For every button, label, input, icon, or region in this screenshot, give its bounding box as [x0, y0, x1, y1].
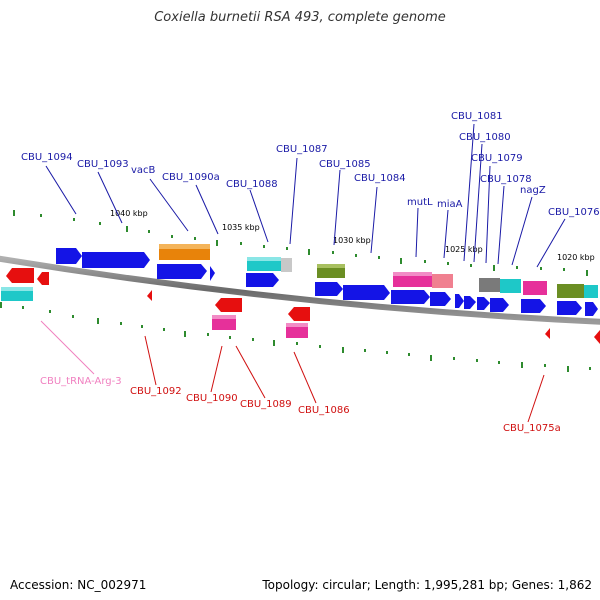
gene-label-trna-arg-3: CBU_tRNA-Arg-3: [40, 376, 122, 387]
accession-text: Accession: NC_002971: [10, 578, 147, 592]
scale-label-1040: 1040 kbp: [110, 209, 148, 218]
gene-label-cbu-1087: CBU_1087: [276, 144, 328, 155]
feature-cbu-1094: [56, 248, 82, 264]
gene-label-cbu-1085: CBU_1085: [319, 159, 371, 170]
gene-label-cbu-1080: CBU_1080: [459, 132, 511, 143]
reverse-leaders: [144, 335, 545, 423]
feature-cbu-1075: [557, 301, 582, 315]
feature-cbu-1091: [157, 264, 207, 279]
gene-label-cbu-1094: CBU_1094: [21, 152, 73, 163]
gene-label-cbu-1089: CBU_1089: [240, 399, 292, 410]
scale-label-1025: 1025 kbp: [445, 245, 483, 254]
genome-summary-text: Topology: circular; Length: 1,995,281 bp…: [262, 578, 592, 592]
feature-cbu-1081a: [430, 292, 451, 306]
feature-cbu-1079: [479, 278, 500, 292]
reverse-features: [1, 268, 600, 344]
feature-nagz: [523, 281, 547, 295]
feature-cbu-1096: [6, 268, 34, 283]
gene-label-cbu-1092: CBU_1092: [130, 386, 182, 397]
gene-label-cbu-1088: CBU_1088: [226, 179, 278, 190]
feature-cbu-1087: [281, 258, 292, 272]
gene-label-mutl: mutL: [407, 197, 433, 208]
feature-miaa: [432, 274, 453, 288]
feature-cbu-1075a: [545, 328, 550, 339]
scale-label-1020: 1020 kbp: [557, 253, 595, 262]
gene-label-nagz: nagZ: [520, 185, 546, 196]
gene-label-miaa: miaA: [437, 199, 463, 210]
feature-cbu-1076: [557, 284, 584, 298]
forward-features: [56, 244, 598, 316]
map-title: Coxiella burnetii RSA 493, complete geno…: [154, 10, 446, 25]
feature-cbu-1079b: [477, 297, 490, 310]
gene-label-vacb: vacB: [131, 165, 156, 176]
scale-label-1035: 1035 kbp: [222, 223, 260, 232]
feature-cbu-1074: [585, 302, 598, 316]
genome-backbone: [0, 255, 600, 325]
gene-label-cbu-1090a: CBU_1090a: [162, 172, 220, 183]
feature-cbu-1095: [37, 272, 49, 285]
inner-ticks: [0, 302, 591, 372]
feature-cbu-1082: [391, 290, 430, 304]
feature-cbu-1074a: [594, 330, 600, 344]
outer-ticks: [13, 210, 588, 276]
feature-cbu-1086a: [288, 307, 310, 321]
gene-label-cbu-1084: CBU_1084: [354, 173, 406, 184]
feature-cbu-1080: [464, 296, 476, 309]
feature-cbu-1090: [215, 298, 242, 312]
feature-cbu-1084: [315, 282, 343, 296]
feature-cbu-1077: [521, 299, 546, 313]
gene-label-cbu-1081: CBU_1081: [451, 111, 503, 122]
feature-cbu-1081: [455, 294, 464, 308]
feature-cbu-1078b: [490, 298, 509, 312]
gene-label-cbu-1076: CBU_1076: [548, 207, 600, 218]
gene-label-cbu-1093: CBU_1093: [77, 159, 129, 170]
scale-label-1030: 1030 kbp: [333, 236, 371, 245]
gene-label-cbu-1090: CBU_1090: [186, 393, 238, 404]
feature-cbu-1083: [343, 285, 390, 300]
forward-leaders: [45, 123, 566, 268]
gene-label-cbu-1075a: CBU_1075a: [503, 423, 561, 434]
gene-label-cbu-1079: CBU_1079: [471, 153, 523, 164]
feature-cbu-1078: [500, 279, 521, 293]
feature-cbu-1093: [82, 252, 150, 268]
feature-cbu-1092: [147, 290, 152, 301]
gene-label-cbu-1086: CBU_1086: [298, 405, 350, 416]
feature-cbu-1088b: [246, 273, 279, 287]
trna-leader: [40, 320, 95, 375]
gene-label-cbu-1078: CBU_1078: [480, 174, 532, 185]
feature-cbu-1090a: [210, 266, 215, 281]
